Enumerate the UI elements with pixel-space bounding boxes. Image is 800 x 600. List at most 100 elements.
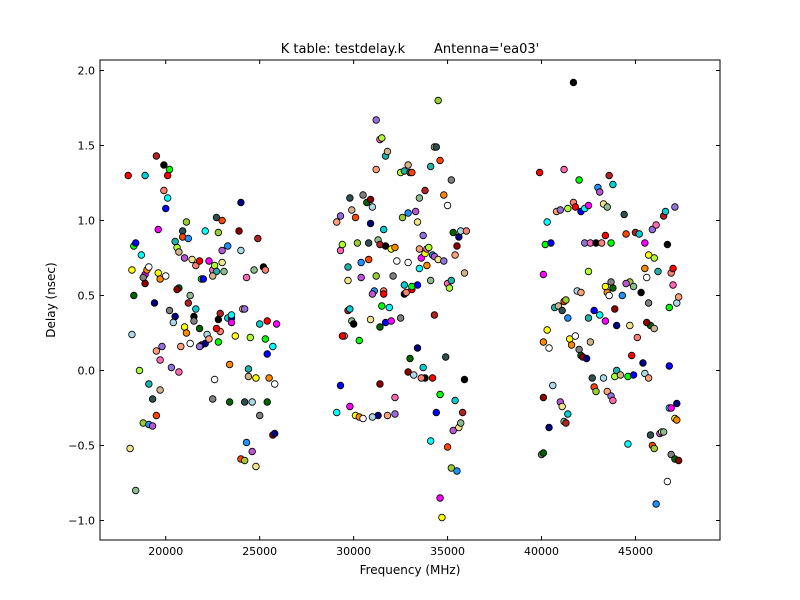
data-point [584, 267, 593, 276]
data-point [130, 291, 138, 300]
data-point [214, 315, 223, 324]
data-point [216, 309, 224, 318]
data-point [411, 207, 420, 216]
data-point [225, 360, 234, 369]
data-point [210, 375, 219, 384]
data-point [156, 386, 164, 394]
data-point [366, 195, 375, 204]
data-point [271, 380, 279, 388]
data-point [209, 272, 217, 280]
data-point [612, 321, 621, 330]
data-point [261, 335, 270, 343]
data-point [344, 263, 352, 271]
data-point [560, 165, 568, 174]
data-point [641, 264, 649, 273]
data-point [131, 486, 140, 495]
data-point [652, 500, 660, 508]
data-point [218, 258, 226, 267]
data-point [255, 320, 264, 328]
plot-border [99, 59, 721, 541]
data-point [148, 422, 157, 430]
data-point [237, 246, 245, 255]
data-point [372, 272, 380, 280]
data-point [413, 281, 422, 289]
data-point [186, 339, 194, 348]
data-point [231, 332, 239, 340]
data-point [426, 437, 435, 445]
data-point [195, 342, 204, 351]
data-point [381, 242, 390, 250]
data-point [674, 293, 683, 301]
data-point [673, 299, 681, 307]
data-point [171, 312, 179, 321]
data-point [539, 393, 548, 402]
data-point [665, 362, 673, 370]
chart-title: K table: testdelay.k Antenna='ea03' [281, 42, 540, 57]
data-point [160, 161, 168, 169]
data-point [398, 213, 407, 222]
data-point [596, 188, 604, 196]
data-point [654, 267, 662, 276]
data-point [368, 290, 377, 298]
data-point [240, 398, 249, 406]
data-point [622, 230, 630, 238]
data-point [462, 227, 471, 235]
data-point [242, 273, 251, 282]
data-point [254, 234, 262, 243]
data-point [432, 143, 441, 151]
data-point [271, 429, 279, 438]
data-point [212, 213, 221, 222]
data-point [404, 161, 412, 169]
data-point [453, 242, 461, 250]
data-point [599, 374, 608, 382]
data-point [588, 374, 596, 382]
data-point [607, 278, 615, 286]
data-point [235, 227, 243, 235]
data-point [372, 116, 380, 124]
data-point [152, 152, 161, 160]
data-point [344, 276, 352, 285]
data-point [128, 330, 136, 339]
data-point [248, 398, 256, 406]
data-point [195, 257, 204, 265]
data-point [333, 408, 341, 417]
data-point [423, 261, 431, 270]
data-point [263, 317, 271, 325]
data-point [436, 494, 444, 502]
data-point [643, 273, 651, 282]
data-point [543, 218, 551, 226]
data-point [346, 305, 354, 313]
data-point [457, 419, 465, 427]
data-point [152, 411, 161, 420]
data-point [440, 257, 448, 265]
x-axis-ticks: 20000 25000 30000 35000 40000 45000 [148, 60, 653, 558]
data-point [378, 134, 386, 142]
data-point [150, 299, 159, 307]
data-point [214, 338, 223, 346]
data-point [539, 449, 548, 457]
data-point [124, 171, 132, 180]
data-point [336, 246, 345, 255]
x-tick-label: 20000 [148, 545, 183, 558]
data-point [558, 306, 566, 315]
y-tick-label: 0.5 [78, 290, 96, 303]
data-point [385, 303, 394, 312]
data-point [635, 230, 643, 238]
data-point [141, 171, 149, 180]
data-point [376, 323, 384, 331]
x-tick-label: 45000 [618, 545, 653, 558]
data-point [357, 258, 365, 267]
data-point [415, 264, 424, 273]
data-point [225, 398, 234, 406]
data-point [597, 239, 606, 247]
data-point [601, 282, 610, 291]
data-point [188, 255, 196, 264]
data-point [426, 162, 435, 171]
data-point [673, 416, 681, 424]
data-point [646, 431, 655, 439]
data-point [336, 212, 345, 220]
data-point [404, 258, 412, 267]
data-point [205, 257, 213, 265]
data-point [673, 399, 681, 408]
data-point [419, 363, 427, 372]
